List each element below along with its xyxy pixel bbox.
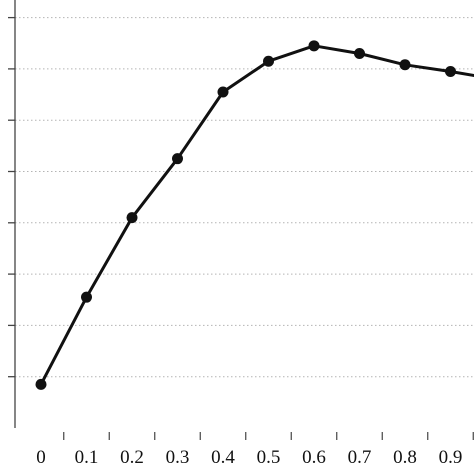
- data-point: [445, 65, 456, 77]
- series-line: [39, 44, 474, 386]
- data-points: [35, 40, 456, 390]
- data-point: [354, 48, 365, 60]
- data-point: [217, 86, 229, 98]
- x-tick-label: 0.4: [211, 447, 235, 468]
- x-tick-label: 0.8: [393, 447, 417, 468]
- x-tick-label: 0.7: [348, 447, 372, 468]
- data-point: [399, 59, 411, 71]
- y-axis-ticks: [8, 16, 15, 378]
- x-tick-label: 0.9: [439, 447, 463, 468]
- x-axis-tick-labels: 0 0.1 0.2 0.3 0.4 0.5 0.6 0.7 0.8 0.9: [36, 447, 462, 468]
- data-point: [172, 153, 183, 165]
- data-point: [263, 55, 274, 67]
- x-tick-label: 0.3: [166, 447, 190, 468]
- x-tick-label: 0.6: [302, 447, 326, 468]
- x-tick-label: 0.5: [257, 447, 281, 468]
- x-axis-ticks: [63, 432, 474, 440]
- x-tick-label: 0.1: [75, 447, 99, 468]
- data-point: [35, 378, 47, 390]
- data-point: [308, 40, 320, 52]
- x-tick-label: 0.2: [120, 447, 144, 468]
- x-tick-label: 0: [36, 447, 46, 468]
- gridlines: [15, 17, 474, 378]
- data-point: [81, 291, 92, 303]
- data-point: [126, 212, 138, 224]
